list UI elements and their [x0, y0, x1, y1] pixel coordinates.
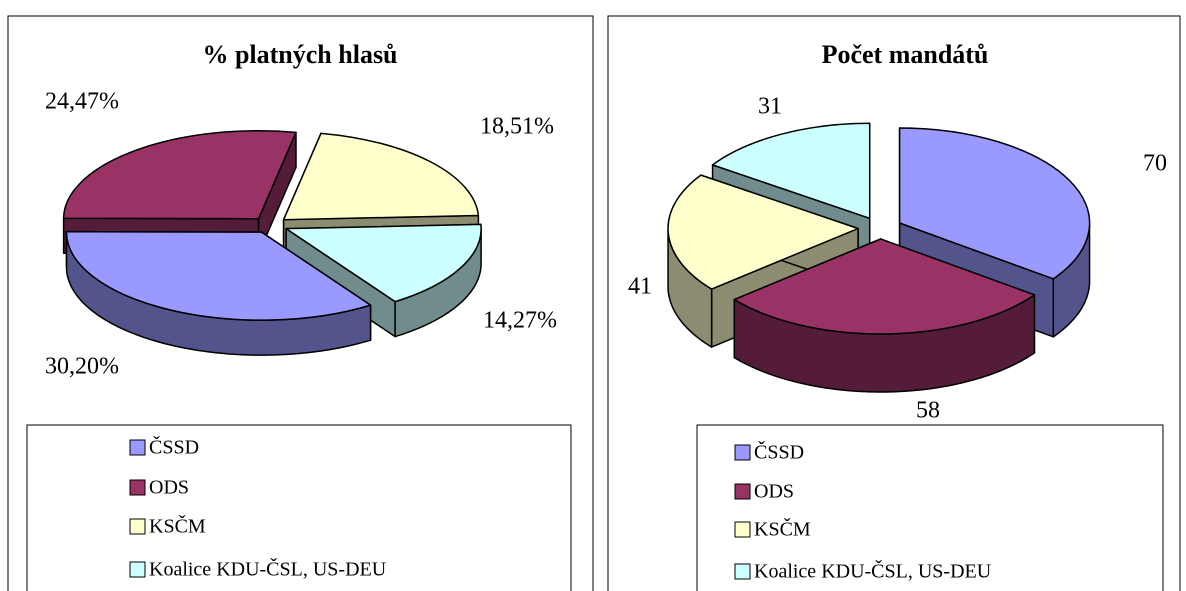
- legend-swatch: [129, 479, 146, 496]
- value-label: 70: [1143, 151, 1167, 177]
- legend-swatch: [129, 561, 146, 578]
- panel-frame: [607, 15, 1181, 591]
- legend-label: ČSSD: [149, 435, 199, 459]
- legend-label: ODS: [149, 477, 189, 499]
- value-label: 31: [758, 94, 782, 120]
- value-label: 30,20%: [45, 354, 119, 380]
- legend-swatch: [734, 563, 751, 580]
- legend-swatch: [129, 518, 146, 535]
- slice: [711, 122, 871, 220]
- legend-label: Koalice KDU-ČSL, US-DEU: [754, 559, 992, 583]
- slice: [733, 238, 1036, 335]
- panel-frame: [7, 15, 594, 591]
- slice: [65, 230, 372, 321]
- slice: [282, 132, 480, 221]
- slice: [285, 223, 482, 303]
- legend-label: Koalice KDU-ČSL, US-DEU: [149, 557, 387, 581]
- legend-swatch: [129, 439, 146, 456]
- value-label: 41: [628, 274, 652, 300]
- legend-swatch: [734, 444, 751, 461]
- value-label: 14,27%: [483, 308, 557, 334]
- legend-swatch: [734, 521, 751, 538]
- slice: [898, 127, 1091, 280]
- chart-title: % platných hlasů: [202, 40, 397, 69]
- slice: [667, 174, 859, 290]
- chart-title: Počet mandátů: [822, 40, 989, 69]
- legend-label: KSČM: [754, 517, 811, 541]
- value-label: 18,51%: [480, 114, 554, 140]
- legend-box: [26, 424, 572, 591]
- value-label: 58: [916, 398, 940, 424]
- legend-swatch: [734, 483, 751, 500]
- legend-label: ČSSD: [754, 440, 804, 464]
- slice: [62, 129, 297, 220]
- value-label: 24,47%: [45, 89, 119, 115]
- legend-box: [696, 424, 1164, 591]
- legend-label: ODS: [754, 481, 794, 503]
- legend-label: KSČM: [149, 514, 206, 538]
